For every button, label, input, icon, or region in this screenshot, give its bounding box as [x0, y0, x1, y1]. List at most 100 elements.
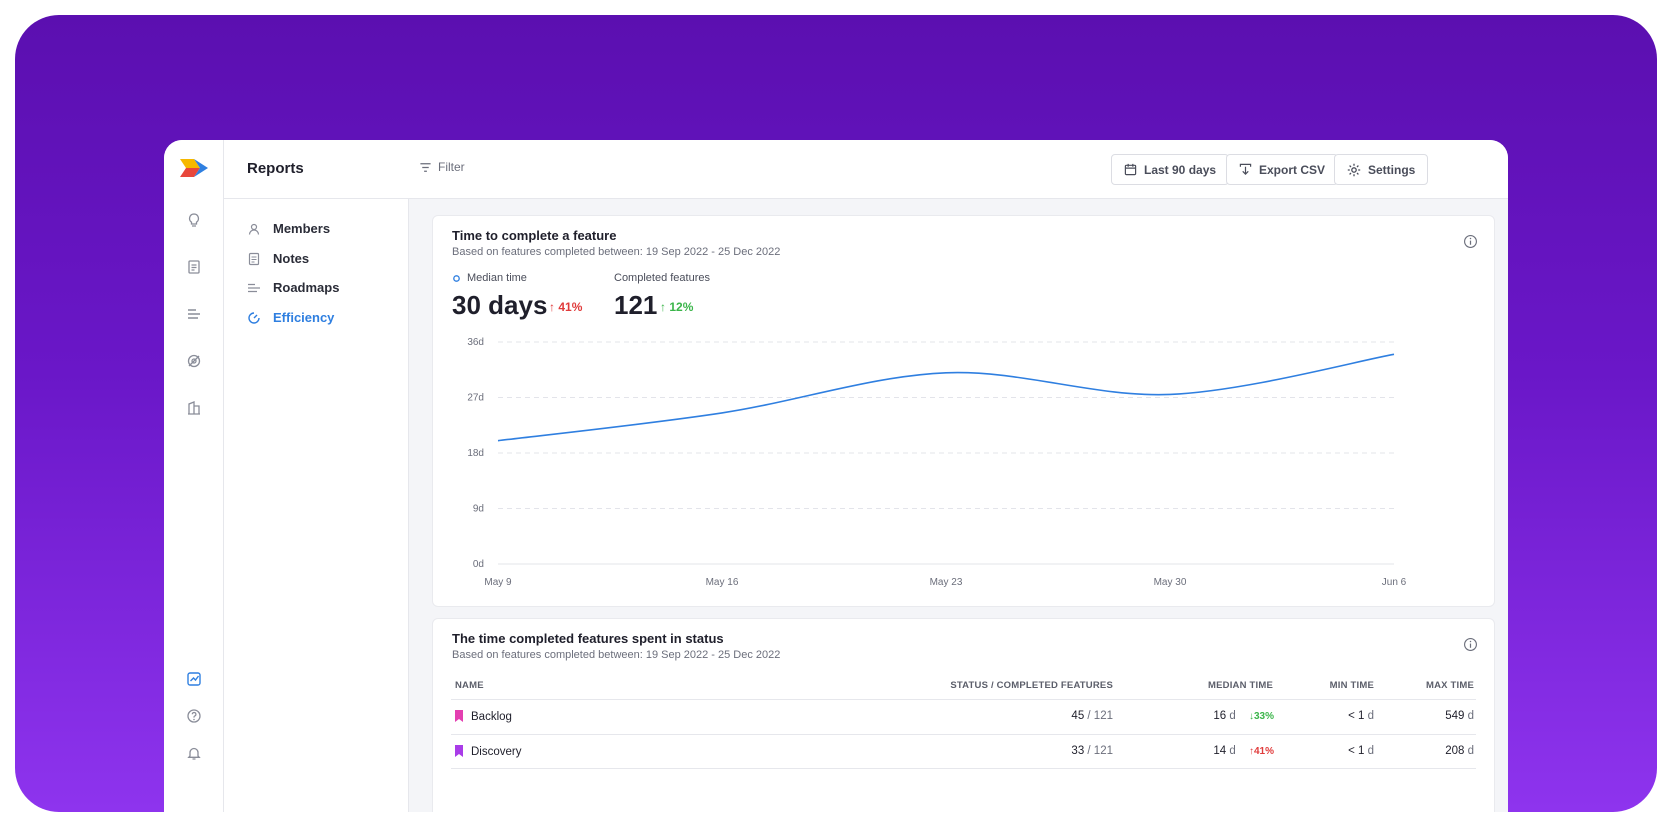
info-icon[interactable] — [1463, 234, 1478, 249]
status-count: 33 — [1071, 745, 1085, 757]
reports-icon[interactable] — [182, 667, 206, 691]
settings-label: Settings — [1368, 162, 1416, 177]
median-legend-icon — [453, 274, 460, 282]
median-label-text: Median time — [467, 272, 527, 284]
max-cell: 208 d — [1445, 745, 1474, 757]
status-count-cell: 45 / 121 — [1071, 710, 1113, 722]
efficiency-icon — [248, 311, 260, 324]
column-header-median[interactable]: MEDIAN TIME — [1207, 680, 1273, 691]
column-header-name[interactable]: NAME — [455, 680, 484, 691]
nav-label-roadmaps: Roadmaps — [273, 280, 340, 295]
arrow-up-icon: ↑ — [1248, 746, 1254, 757]
nav-item-notes[interactable]: Notes — [247, 251, 309, 266]
table-row[interactable]: Discovery 33 / 121 14 d ↑41% < 1 d 208 — [451, 734, 1476, 769]
nav-item-roadmaps[interactable]: Roadmaps — [247, 280, 339, 295]
min-cell: < 1 d — [1348, 710, 1374, 722]
filter-button[interactable]: Filter — [419, 160, 465, 174]
max-value: 549 — [1445, 710, 1465, 722]
table-row[interactable]: Backlog 45 / 121 16 d ↓33% < 1 d 549 d — [451, 699, 1476, 734]
column-header-status[interactable]: STATUS / COMPLETED FEATURES — [950, 680, 1113, 691]
top-header: Reports Filter Last 90 days Export CSV S… — [224, 140, 1508, 199]
arrow-down-icon: ↓ — [1248, 711, 1254, 722]
nav-label-members: Members — [273, 221, 331, 236]
status-name-cell: Backlog — [455, 710, 512, 723]
y-tick-label: 27d — [467, 393, 484, 404]
x-tick-label: May 30 — [1154, 577, 1187, 588]
completed-delta-text: 12% — [669, 300, 694, 314]
y-tick-label: 0d — [473, 559, 484, 570]
x-tick-label: Jun 6 — [1382, 577, 1407, 588]
calendar-icon — [1124, 163, 1137, 176]
median-value: 16 — [1213, 710, 1227, 722]
column-header-min[interactable]: MIN TIME — [1329, 680, 1374, 691]
download-icon — [1239, 163, 1252, 175]
help-icon[interactable] — [182, 704, 206, 728]
column-header-max[interactable]: MAX TIME — [1425, 680, 1474, 691]
status-total: / 121 — [1087, 710, 1113, 722]
card-title: Time to complete a feature — [452, 228, 617, 243]
nav-label-notes: Notes — [273, 251, 310, 266]
notes-icon — [248, 252, 260, 265]
max-unit: d — [1467, 710, 1474, 722]
max-cell: 549 d — [1445, 710, 1474, 722]
app-window: Reports Filter Last 90 days Export CSV S… — [164, 140, 1508, 812]
median-value: 14 — [1213, 745, 1227, 757]
members-icon — [248, 223, 260, 235]
eye-off-icon[interactable] — [182, 349, 206, 373]
y-tick-label: 9d — [473, 504, 484, 515]
bookmark-icon — [455, 710, 463, 722]
max-unit: d — [1467, 745, 1474, 757]
icon-rail — [164, 140, 224, 812]
page-title: Reports — [247, 160, 304, 177]
info-icon[interactable] — [1463, 637, 1478, 652]
x-tick-label: May 9 — [484, 577, 512, 588]
export-csv-label: Export CSV — [1259, 162, 1326, 177]
completed-features-label: Completed features — [614, 272, 710, 284]
median-delta-text: 41% — [1253, 746, 1274, 757]
median-unit: d — [1229, 745, 1236, 757]
export-csv-button[interactable]: Export CSV — [1226, 154, 1339, 185]
status-name-cell: Discovery — [455, 745, 521, 758]
arrow-up-icon: ↑ — [660, 300, 666, 314]
nav-item-members[interactable]: Members — [247, 221, 330, 236]
feature-time-line-chart: 0d 9d 18d 27d 36d May 9 May 16 May 23 May 30 Jun … — [467, 337, 1407, 588]
filter-label: Filter — [438, 160, 465, 174]
median-cell: 16 d ↓33% — [1213, 710, 1274, 722]
nav-item-efficiency[interactable]: Efficiency — [247, 310, 334, 325]
card-subtitle: Based on features completed between: 19 … — [452, 649, 781, 661]
settings-button[interactable]: Settings — [1334, 154, 1429, 185]
min-value: < 1 — [1348, 710, 1365, 722]
card-title: The time completed features spent in sta… — [452, 631, 724, 646]
y-tick-label: 36d — [467, 337, 484, 348]
roadmap-icon[interactable] — [182, 302, 206, 326]
bell-icon[interactable] — [182, 741, 206, 765]
lightbulb-icon[interactable] — [182, 208, 206, 232]
filter-icon — [420, 162, 431, 172]
median-delta: ↓33% — [1249, 711, 1274, 722]
median-delta-text: 33% — [1253, 711, 1274, 722]
min-value: < 1 — [1348, 745, 1365, 757]
logo-icon[interactable] — [178, 156, 210, 180]
median-delta: ↑41% — [1249, 746, 1274, 757]
completed-delta: ↑ 12% — [660, 300, 693, 314]
status-total: / 121 — [1087, 745, 1113, 757]
nav-label-efficiency: Efficiency — [273, 310, 335, 325]
median-time-value: 30 days — [452, 290, 548, 320]
feature-time-card: Time to complete a feature Based on feat… — [432, 215, 1495, 607]
status-count: 45 — [1071, 710, 1085, 722]
status-name: Backlog — [471, 711, 512, 723]
median-time-series-line[interactable] — [497, 353, 1395, 442]
min-cell: < 1 d — [1348, 745, 1374, 757]
median-delta-text: 41% — [558, 300, 583, 314]
gear-icon — [1347, 163, 1361, 176]
median-delta: ↑ 41% — [549, 300, 582, 314]
min-unit: d — [1367, 710, 1374, 722]
buildings-icon[interactable] — [182, 396, 206, 420]
bookmark-icon — [455, 745, 463, 757]
date-range-label: Last 90 days — [1144, 162, 1217, 177]
x-tick-label: May 23 — [930, 577, 963, 588]
date-range-button[interactable]: Last 90 days — [1111, 154, 1230, 185]
y-tick-label: 18d — [467, 448, 484, 459]
document-icon[interactable] — [182, 255, 206, 279]
x-tick-label: May 16 — [706, 577, 739, 588]
